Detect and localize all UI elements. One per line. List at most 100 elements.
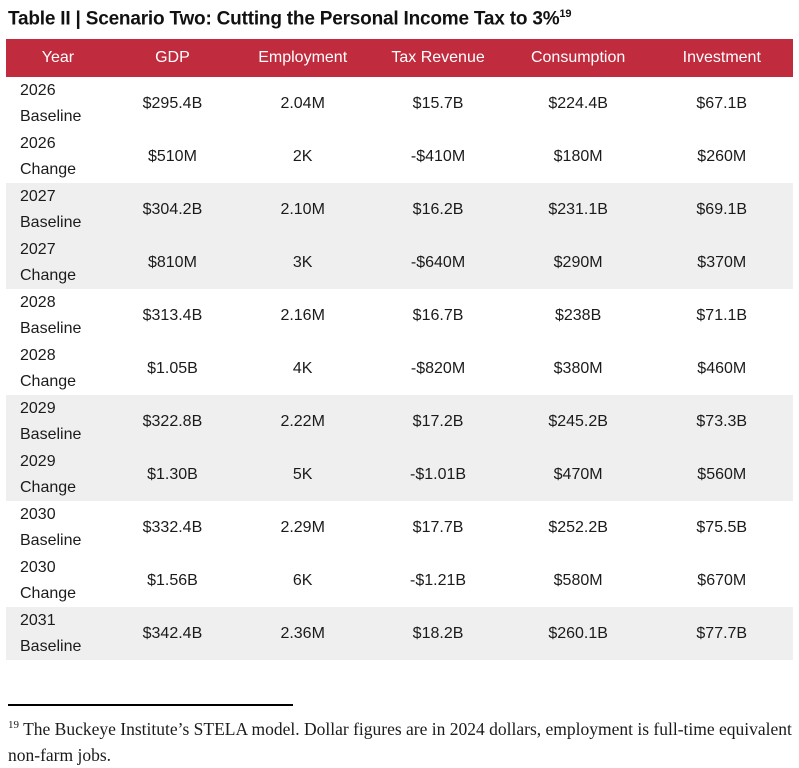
footnote-text: The Buckeye Institute’s STELA model. Dol… [8,719,792,766]
consumption-cell: $470M [505,448,651,502]
gdp-cell: $313.4B [109,289,235,343]
row-type-label: Change [20,266,77,284]
row-type-label: Change [20,478,77,496]
gdp-cell: $810M [109,236,235,290]
employment-cell: 2.29M [235,501,371,555]
year-value: 2030 [20,505,56,523]
year-value: 2031 [20,611,56,629]
column-header-investment: Investment [650,39,793,78]
gdp-cell: $1.30B [109,448,235,502]
year-cell: 2026 Change [6,130,110,184]
employment-cell: 2.36M [235,607,371,661]
year-cell: 2028 Baseline [6,289,110,343]
gdp-cell: $304.2B [109,183,235,237]
employment-cell: 2.04M [235,77,371,131]
consumption-cell: $245.2B [505,395,651,449]
row-type-label: Baseline [20,107,82,125]
year-cell: 2031 Baseline [6,607,110,661]
footnote: 19 The Buckeye Institute’s STELA model. … [8,712,798,768]
year-cell: 2029 Baseline [6,395,110,449]
row-type-label: Change [20,160,77,178]
row-type-label: Baseline [20,637,82,655]
tax-revenue-cell: $16.2B [370,183,506,237]
table-row: 2030 Change $1.56B 6K -$1.21B $580M $670M [6,554,793,608]
investment-cell: $73.3B [650,395,793,449]
table-title-footnote-ref: 19 [559,8,572,20]
tax-revenue-cell: -$410M [370,130,506,184]
footnote-divider [8,704,293,707]
table-body: 2026 Baseline $295.4B 2.04M $15.7B $224.4B $67… [6,77,793,661]
table-header: Year GDP Employment Tax Revenue Consumption I… [6,39,793,78]
table-row: 2030 Baseline $332.4B 2.29M $17.7B $252.2B $75… [6,501,793,555]
tax-revenue-cell: $18.2B [370,607,506,661]
gdp-cell: $295.4B [109,77,235,131]
row-type-label: Baseline [20,531,82,549]
year-value: 2028 [20,293,56,311]
investment-cell: $69.1B [650,183,793,237]
tax-revenue-cell: $15.7B [370,77,506,131]
year-cell: 2029 Change [6,448,110,502]
year-cell: 2026 Baseline [6,77,110,131]
consumption-cell: $252.2B [505,501,651,555]
year-value: 2026 [20,134,56,152]
footnote-area: 19 The Buckeye Institute’s STELA model. … [8,704,793,768]
table-title-text: Table II | Scenario Two: Cutting the Per… [8,8,560,30]
investment-cell: $670M [650,554,793,608]
consumption-cell: $180M [505,130,651,184]
year-cell: 2027 Change [6,236,110,290]
investment-cell: $370M [650,236,793,290]
tax-revenue-cell: $16.7B [370,289,506,343]
gdp-cell: $1.05B [109,342,235,396]
row-type-label: Baseline [20,319,82,337]
year-value: 2029 [20,452,56,470]
gdp-cell: $322.8B [109,395,235,449]
employment-cell: 2.16M [235,289,371,343]
consumption-cell: $224.4B [505,77,651,131]
investment-cell: $560M [650,448,793,502]
investment-cell: $75.5B [650,501,793,555]
investment-cell: $460M [650,342,793,396]
tax-revenue-cell: -$1.21B [370,554,506,608]
tax-revenue-cell: $17.2B [370,395,506,449]
year-value: 2028 [20,346,56,364]
year-value: 2027 [20,187,56,205]
table-row: 2028 Baseline $313.4B 2.16M $16.7B $238B $71.1… [6,289,793,343]
year-value: 2029 [20,399,56,417]
tax-revenue-cell: $17.7B [370,501,506,555]
year-cell: 2030 Change [6,554,110,608]
table-row: 2031 Baseline $342.4B 2.36M $18.2B $260.1B $77… [6,607,793,661]
investment-cell: $77.7B [650,607,793,661]
consumption-cell: $380M [505,342,651,396]
employment-cell: 5K [235,448,371,502]
table-row: 2027 Baseline $304.2B 2.10M $16.2B $231.1B $69… [6,183,793,237]
gdp-cell: $1.56B [109,554,235,608]
gdp-cell: $332.4B [109,501,235,555]
employment-cell: 2K [235,130,371,184]
column-header-consumption: Consumption [505,39,651,78]
table-header-row: Year GDP Employment Tax Revenue Consumption I… [6,39,793,78]
table-title: Table II | Scenario Two: Cutting the Per… [8,8,793,30]
employment-cell: 2.10M [235,183,371,237]
investment-cell: $71.1B [650,289,793,343]
column-header-employment: Employment [235,39,371,78]
consumption-cell: $238B [505,289,651,343]
footnote-marker: 19 [8,719,19,732]
table-row: 2029 Baseline $322.8B 2.22M $17.2B $245.2B $73… [6,395,793,449]
consumption-cell: $231.1B [505,183,651,237]
table-row: 2028 Change $1.05B 4K -$820M $380M $460M [6,342,793,396]
employment-cell: 2.22M [235,395,371,449]
year-cell: 2027 Baseline [6,183,110,237]
year-cell: 2028 Change [6,342,110,396]
consumption-cell: $290M [505,236,651,290]
employment-cell: 6K [235,554,371,608]
row-type-label: Baseline [20,213,82,231]
consumption-cell: $260.1B [505,607,651,661]
year-value: 2027 [20,240,56,258]
row-type-label: Baseline [20,425,82,443]
row-type-label: Change [20,584,77,602]
gdp-cell: $342.4B [109,607,235,661]
year-value: 2026 [20,81,56,99]
gdp-cell: $510M [109,130,235,184]
table-row: 2026 Change $510M 2K -$410M $180M $260M [6,130,793,184]
